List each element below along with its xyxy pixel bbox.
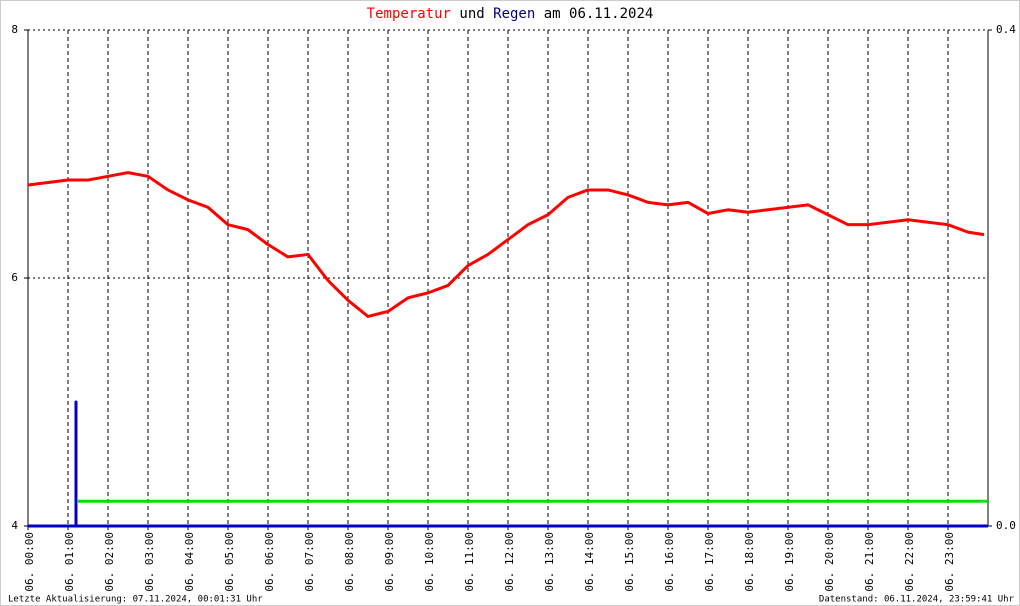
x-tick-label: 06. 12:00 xyxy=(503,532,516,592)
x-tick-label: 06. 02:00 xyxy=(103,532,116,592)
series-line xyxy=(27,171,985,318)
title-rain: Regen xyxy=(493,6,535,22)
y-tick-label: 6 xyxy=(11,271,18,284)
series-line xyxy=(28,400,988,528)
x-tick-label: 06. 18:00 xyxy=(743,532,756,592)
x-tick-label: 06. 05:00 xyxy=(223,532,236,592)
x-tick-label: 06. 06:00 xyxy=(263,532,276,592)
x-tick-label: 06. 15:00 xyxy=(623,532,636,592)
x-tick-label: 06. 09:00 xyxy=(383,532,396,592)
x-tick-label: 06. 17:00 xyxy=(703,532,716,592)
x-tick-label: 06. 14:00 xyxy=(583,532,596,592)
x-tick-label: 06. 16:00 xyxy=(663,532,676,592)
x-tick-label: 06. 01:00 xyxy=(63,532,76,592)
x-tick-label: 06. 00:00 xyxy=(23,532,36,592)
footer-left: Letzte Aktualisierung: 07.11.2024, 00:01… xyxy=(8,595,263,605)
x-tick-label: 06. 21:00 xyxy=(863,532,876,592)
footer-right: Datenstand: 06.11.2024, 23:59:41 Uhr xyxy=(819,595,1015,605)
x-tick-label: 06. 19:00 xyxy=(783,532,796,592)
x-tick-label: 06. 11:00 xyxy=(463,532,476,592)
x-tick-label: 06. 07:00 xyxy=(303,532,316,592)
x-tick-label: 06. 20:00 xyxy=(823,532,836,592)
x-tick-label: 06. 08:00 xyxy=(343,532,356,592)
x-tick-label: 06. 04:00 xyxy=(183,532,196,592)
chart-title: Temperatur und Regen am 06.11.2024 xyxy=(367,6,654,22)
title-word: am 06.11.2024 xyxy=(544,6,654,22)
title-word: und xyxy=(459,6,484,22)
x-tick-label: 06. 10:00 xyxy=(423,532,436,592)
x-tick-label: 06. 03:00 xyxy=(143,532,156,592)
x-tick-label: 06. 13:00 xyxy=(543,532,556,592)
title-temp: Temperatur xyxy=(367,6,451,22)
y-tick-label: 4 xyxy=(11,519,18,532)
y2-tick-label: 0.4 xyxy=(996,23,1016,36)
x-tick-label: 06. 22:00 xyxy=(903,532,916,592)
y-tick-label: 8 xyxy=(11,23,18,36)
x-tick-label: 06. 23:00 xyxy=(943,532,956,592)
y2-tick-label: 0.0 xyxy=(996,519,1016,532)
